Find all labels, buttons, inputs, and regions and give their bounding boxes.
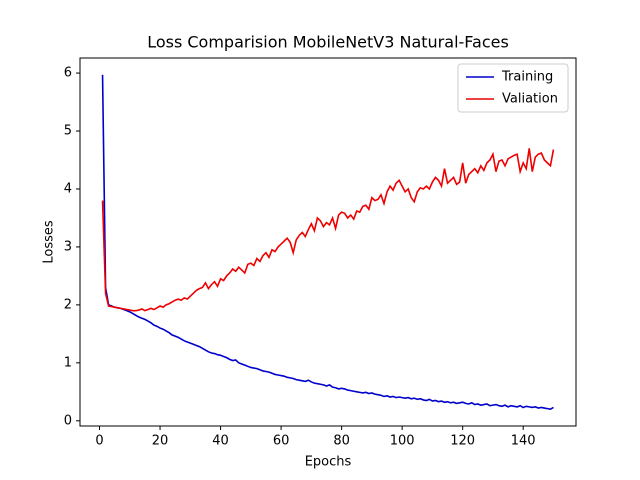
plot-frame — [79, 57, 577, 427]
x-tick-label: 0 — [95, 434, 103, 449]
y-tick-label: 4 — [64, 181, 72, 196]
x-tick-label: 100 — [390, 434, 415, 449]
x-axis-label: Epochs — [305, 455, 352, 470]
x-tick-label: 140 — [511, 434, 536, 449]
x-tick-label: 120 — [450, 434, 475, 449]
legend-label: Valiation — [502, 92, 558, 107]
y-axis-label: Losses — [42, 220, 57, 264]
legend-box — [457, 63, 569, 113]
legend-label: Training — [501, 70, 553, 85]
y-tick-label: 1 — [64, 355, 72, 370]
series-line — [101, 148, 555, 312]
y-tick-label: 0 — [64, 413, 72, 428]
y-tick-label: 3 — [64, 239, 72, 254]
x-tick-label: 80 — [333, 434, 350, 449]
x-tick-label: 60 — [273, 434, 290, 449]
x-tick-label: 40 — [212, 434, 229, 449]
x-tick-label: 20 — [152, 434, 169, 449]
y-tick-label: 5 — [64, 124, 72, 139]
series-line — [101, 74, 554, 411]
y-tick-label: 2 — [64, 297, 72, 312]
chart-title: Loss Comparision MobileNetV3 Natural-Fac… — [147, 33, 509, 52]
y-tick-label: 6 — [64, 66, 72, 81]
